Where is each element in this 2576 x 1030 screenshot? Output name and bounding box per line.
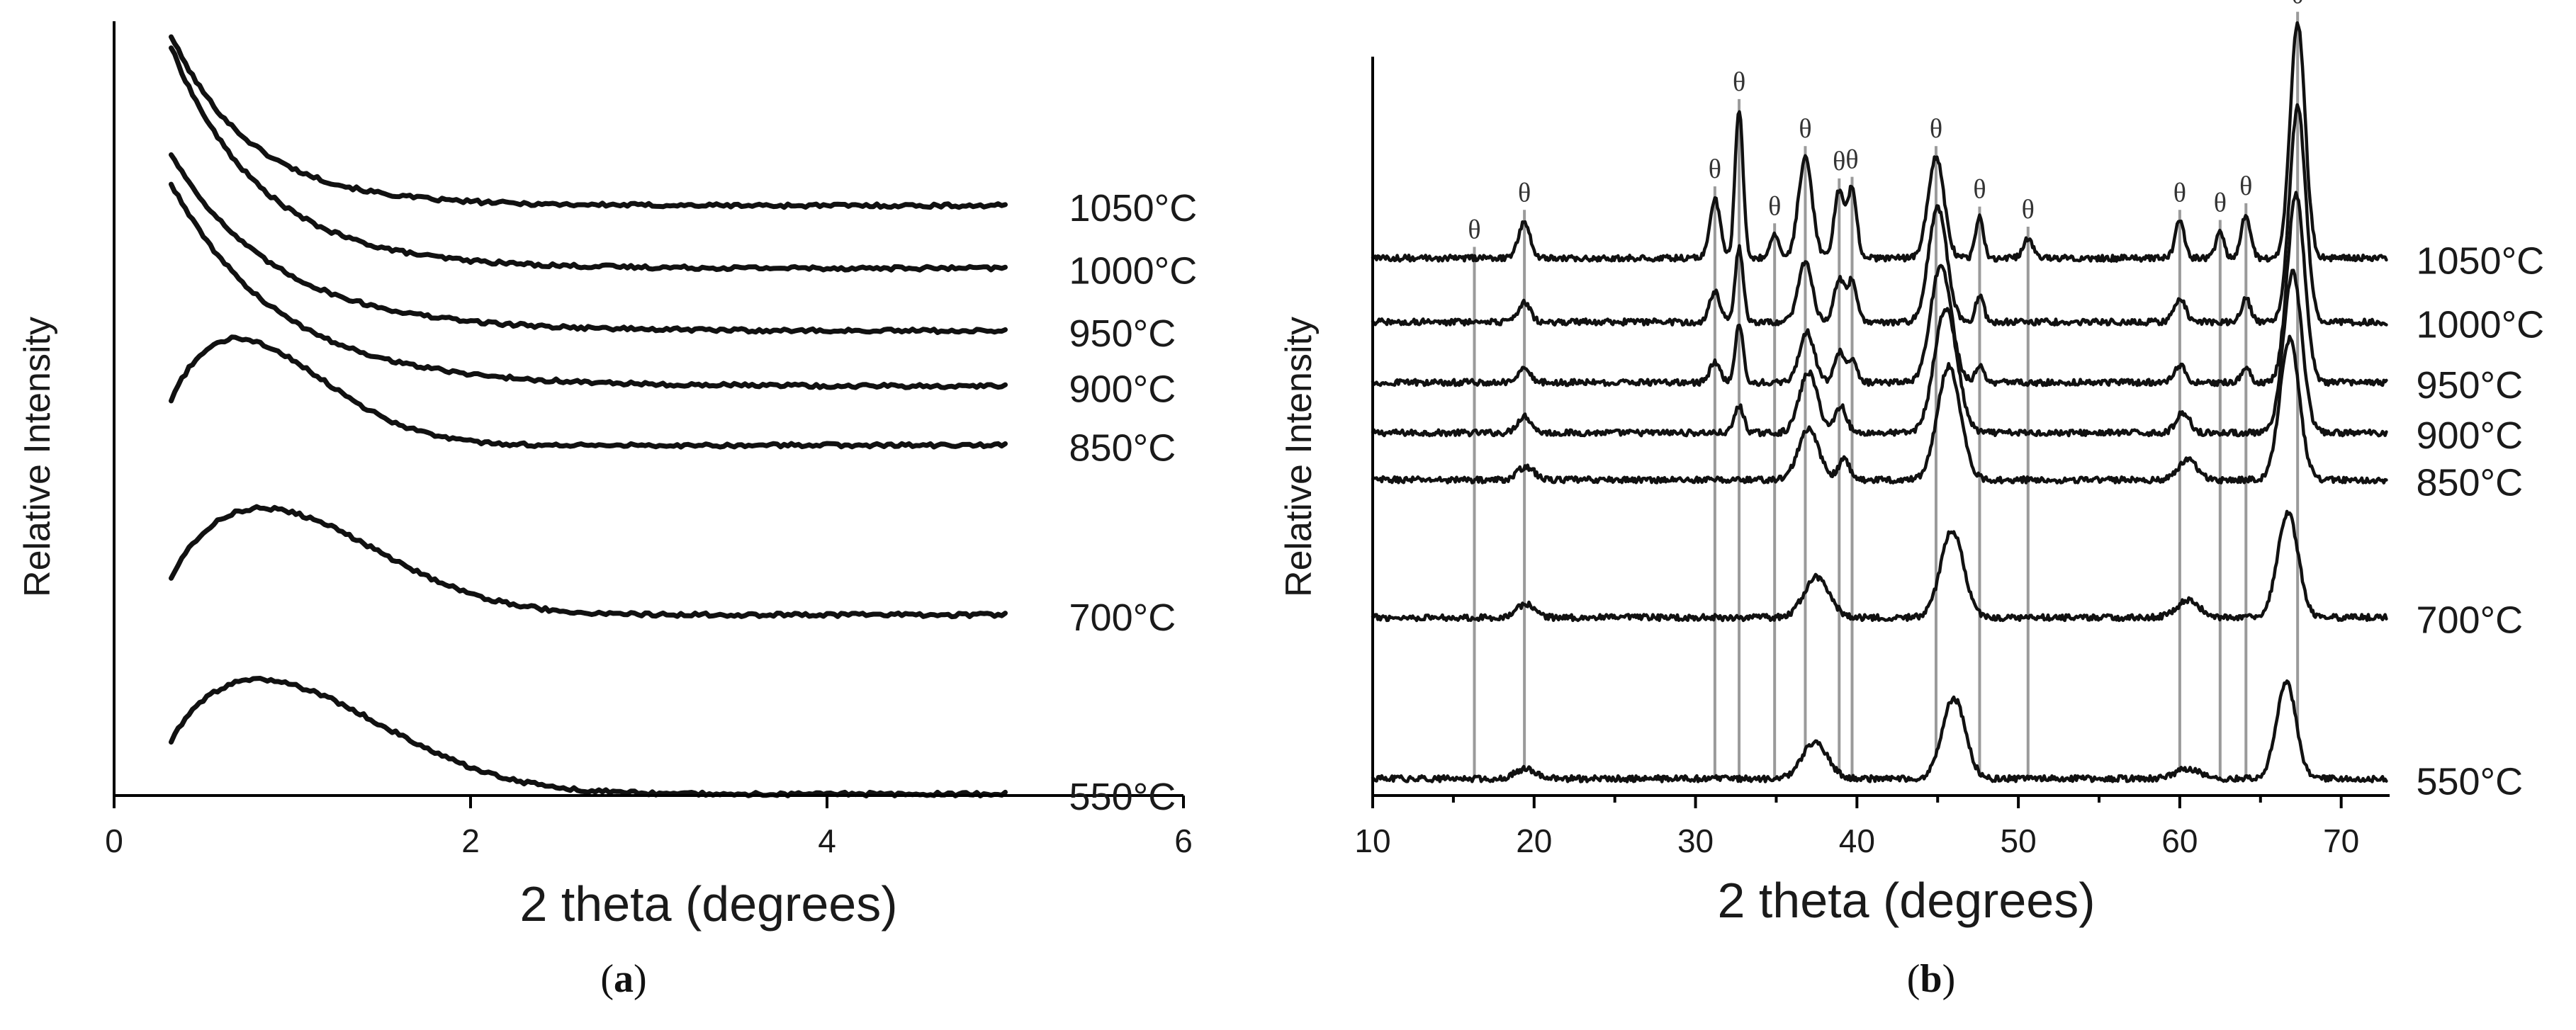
panel-b-x-tick-label: 20	[1516, 822, 1552, 859]
panel-b-series-850c	[1371, 334, 2388, 485]
panel-b-theta-marker-label: θ	[1930, 114, 1942, 144]
panel-a-series-label: 550°C	[1069, 776, 1176, 818]
panel-b-theta-marker-label: θ	[2239, 171, 2252, 201]
panel-b-y-axis-label: Relative Intensity	[1278, 317, 1320, 597]
panel-b-series-900c	[1371, 268, 2388, 438]
panel-b-theta-marker-label: θ	[1468, 215, 1480, 244]
panel-a-series-550c	[169, 676, 1008, 798]
panel-a-series-labels: 1050°C 1000°C 950°C 900°C 850°C 700°C 550°C	[1069, 187, 1198, 818]
panel-b-theta-marker-label: θ	[2291, 0, 2304, 10]
panel-a-series-1050c	[169, 34, 1008, 210]
panel-a-series-label: 900°C	[1069, 368, 1176, 410]
panel-b-x-tick-label: 10	[1354, 822, 1390, 859]
panel-b-series-label: 550°C	[2416, 760, 2523, 803]
panel-b-series-1000c	[1371, 103, 2388, 327]
panel-b-x-tick-label: 60	[2161, 822, 2198, 859]
panel-b-traces	[1371, 21, 2388, 783]
panel-b-series-550c	[1371, 679, 2388, 783]
panel-b-theta-marker-label: θ	[1845, 145, 1858, 175]
panel-b-x-tick-label: 50	[2001, 822, 2037, 859]
panel-a-x-tick-label: 6	[1174, 822, 1193, 859]
panel-b-caption: (b)	[1907, 957, 1955, 1001]
panel-b-x-tick-label: 30	[1677, 822, 1714, 859]
panel-a-series-850c	[169, 334, 1008, 450]
panel-a-x-tick-label: 2	[461, 822, 480, 859]
panel-b-x-ticks: 10 20 30 40 50 60 70	[1354, 796, 2359, 859]
panel-a-x-tick-label: 0	[105, 822, 123, 859]
panel-a-chart: 0 2 4 6 1050°C 1000°C 950°C 900°C 850°C 700°C 550…	[17, 21, 1197, 932]
panel-b-series-label: 1050°C	[2416, 239, 2544, 282]
panel-a-x-tick-label: 4	[818, 822, 836, 859]
panel-a-series-label: 1000°C	[1069, 250, 1198, 293]
panel-b-theta-marker-label: θ	[2214, 188, 2227, 218]
panel-b-x-axis-label: 2 theta (degrees)	[1717, 873, 2095, 928]
panel-b-theta-marker-label: θ	[1799, 114, 1811, 144]
panel-a-series-950c	[169, 152, 1008, 335]
panel-a-series-700c	[169, 504, 1008, 620]
panel-b-theta-marker-label: θ	[2173, 178, 2186, 208]
panel-a-series-label: 850°C	[1069, 427, 1176, 470]
panel-a-series-label: 700°C	[1069, 596, 1176, 639]
panel-a-caption: (a)	[600, 957, 646, 1001]
panel-b-series-label: 1000°C	[2416, 304, 2544, 346]
panel-a-series-1000c	[169, 45, 1008, 273]
panel-b-series-label: 700°C	[2416, 599, 2523, 642]
panel-a-series-label: 950°C	[1069, 312, 1176, 355]
panel-b-series-1050c	[1371, 21, 2388, 263]
panel-b-x-tick-label: 40	[1839, 822, 1875, 859]
panel-a-x-ticks: 0 2 4 6	[105, 796, 1193, 859]
panel-b-theta-marker-label: θ	[1709, 154, 1721, 184]
panel-b-series-label: 850°C	[2416, 461, 2523, 504]
panel-b-theta-marker-label: θ	[1518, 178, 1531, 208]
panel-b-theta-marker-label: θ	[1973, 175, 1986, 205]
panel-a-x-axis-label: 2 theta (degrees)	[519, 876, 897, 932]
panel-b-series-label: 900°C	[2416, 414, 2523, 457]
panel-b-theta-marker-label: θ	[2022, 195, 2035, 225]
panel-b-series-950c	[1371, 191, 2388, 387]
panel-b-theta-marker-label: θ	[1833, 147, 1845, 176]
panel-b-theta-marker-label: θ	[1733, 67, 1745, 97]
panel-b-series-700c	[1371, 509, 2388, 623]
panel-b-series-label: 950°C	[2416, 364, 2523, 407]
panel-a-y-axis-label: Relative Intensity	[17, 317, 58, 597]
panel-a-traces	[169, 34, 1008, 798]
panel-a-series-900c	[169, 181, 1008, 390]
panel-b-theta-marker-label: θ	[1768, 191, 1781, 221]
panel-b-theta-markers: θθθθθθθθθθθθθθθ	[1468, 0, 2304, 779]
panel-b-x-tick-label: 70	[2323, 822, 2359, 859]
panel-a-series-label: 1050°C	[1069, 187, 1198, 230]
